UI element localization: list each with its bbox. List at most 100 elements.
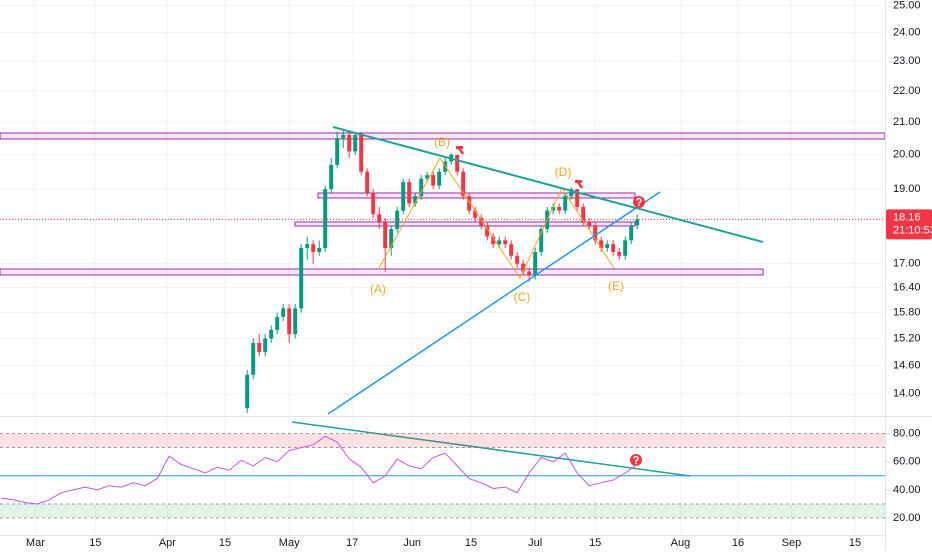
candle-body: [395, 210, 400, 230]
candle-body: [569, 189, 574, 197]
candle-body: [317, 248, 322, 252]
y-tick-label: 80.00: [893, 427, 921, 439]
candle-body: [431, 175, 436, 186]
last-price-box: [886, 209, 932, 240]
candle-body: [533, 251, 538, 276]
candle-body: [497, 240, 502, 245]
candle-body: [275, 316, 280, 330]
candle-body: [593, 225, 598, 241]
candle-body: [365, 171, 370, 193]
rsi-band: [0, 433, 885, 448]
x-tick-label: May: [279, 537, 300, 549]
candle-body: [329, 164, 334, 190]
axes: Mar 15 Apr 15 May 17 Jun 15 Jul 15 Aug 16 Sep 15 25.00…: [26, 0, 932, 549]
candle-body: [407, 182, 412, 204]
candle-body: [377, 214, 382, 222]
wave-label: (A): [370, 282, 386, 296]
wave-label: (C): [514, 290, 531, 304]
trend-line: [327, 191, 661, 415]
candle-body: [281, 308, 286, 317]
candle-body: [581, 206, 586, 222]
grid: [0, 0, 885, 535]
candle-body: [461, 171, 466, 197]
candle-body: [335, 138, 340, 165]
candle-body: [509, 244, 514, 256]
y-tick-label: 25.00: [893, 0, 921, 11]
candle-body: [473, 210, 478, 218]
question-icon[interactable]: [630, 454, 642, 466]
candle-body: [347, 134, 352, 152]
rsi-band: [0, 503, 885, 519]
candle-body: [635, 219, 640, 226]
x-tick-label: Aug: [671, 537, 691, 549]
y-tick-label: 20.00: [893, 512, 921, 524]
candle-body: [437, 171, 442, 186]
candle-body: [383, 221, 388, 249]
candle-body: [287, 308, 292, 335]
candle-body: [539, 229, 544, 252]
candle-body: [413, 196, 418, 204]
candle-body: [353, 134, 358, 152]
x-tick-label: 15: [89, 537, 101, 549]
candle-body: [491, 236, 496, 245]
zone: [317, 192, 636, 199]
y-tick-label: 20.00: [893, 149, 921, 161]
wave-label: (B): [434, 135, 450, 149]
x-tick-label: Jul: [528, 537, 542, 549]
candle-body: [617, 251, 622, 256]
y-tick-label: 60.00: [893, 456, 921, 468]
zone: [0, 268, 764, 276]
x-tick-label: 15: [465, 537, 477, 549]
x-tick-label: 17: [346, 537, 358, 549]
y-tick-label: 15.20: [893, 332, 921, 344]
candle-body: [623, 240, 628, 256]
candle-body: [485, 225, 490, 237]
x-tick-label: 15: [849, 537, 861, 549]
candle-body: [629, 225, 634, 241]
rsi-line: [1, 435, 638, 505]
candle-body: [263, 338, 268, 352]
candle-body: [605, 244, 610, 249]
candle-body: [455, 154, 460, 172]
trend-line: [332, 126, 764, 243]
last-price-label: 18.16: [893, 211, 921, 223]
candle-body: [575, 189, 580, 207]
candle-body: [479, 217, 484, 226]
hammer-icon: [456, 146, 465, 155]
y-tick-label: 23.00: [893, 55, 921, 67]
question-icon[interactable]: [633, 196, 645, 208]
x-tick-label: Sep: [782, 537, 802, 549]
x-tick-label: Jun: [403, 537, 421, 549]
candle-body: [359, 134, 364, 172]
candle-body: [251, 342, 256, 375]
candle-body: [419, 178, 424, 197]
candle-body: [245, 374, 250, 409]
candle-body: [503, 240, 508, 245]
candle-body: [521, 263, 526, 272]
candle-body: [269, 329, 274, 339]
candle-body: [389, 229, 394, 249]
y-tick-label: 21.00: [893, 116, 921, 128]
candle-body: [467, 196, 472, 211]
y-tick-label: 19.00: [893, 183, 921, 195]
y-tick-label: 14.00: [893, 388, 921, 400]
y-tick-label: 24.00: [893, 27, 921, 39]
candle-body: [551, 206, 556, 211]
x-tick-label: 16: [732, 537, 744, 549]
candle-body: [563, 196, 568, 211]
rsi-pane: [0, 433, 885, 519]
hammer-icon: [575, 180, 584, 189]
countdown-label: 21:10:53: [893, 224, 932, 236]
candle-body: [587, 221, 592, 226]
y-tick-label: 14.60: [893, 359, 921, 371]
wave-label: (E): [608, 279, 624, 293]
candle-body: [515, 255, 520, 264]
candle-body: [425, 175, 430, 179]
candle-body: [599, 240, 604, 249]
zone: [294, 221, 636, 227]
y-tick-label: 40.00: [893, 484, 921, 496]
x-tick-label: 15: [219, 537, 231, 549]
y-tick-label: 15.80: [893, 307, 921, 319]
candle-body: [401, 182, 406, 211]
